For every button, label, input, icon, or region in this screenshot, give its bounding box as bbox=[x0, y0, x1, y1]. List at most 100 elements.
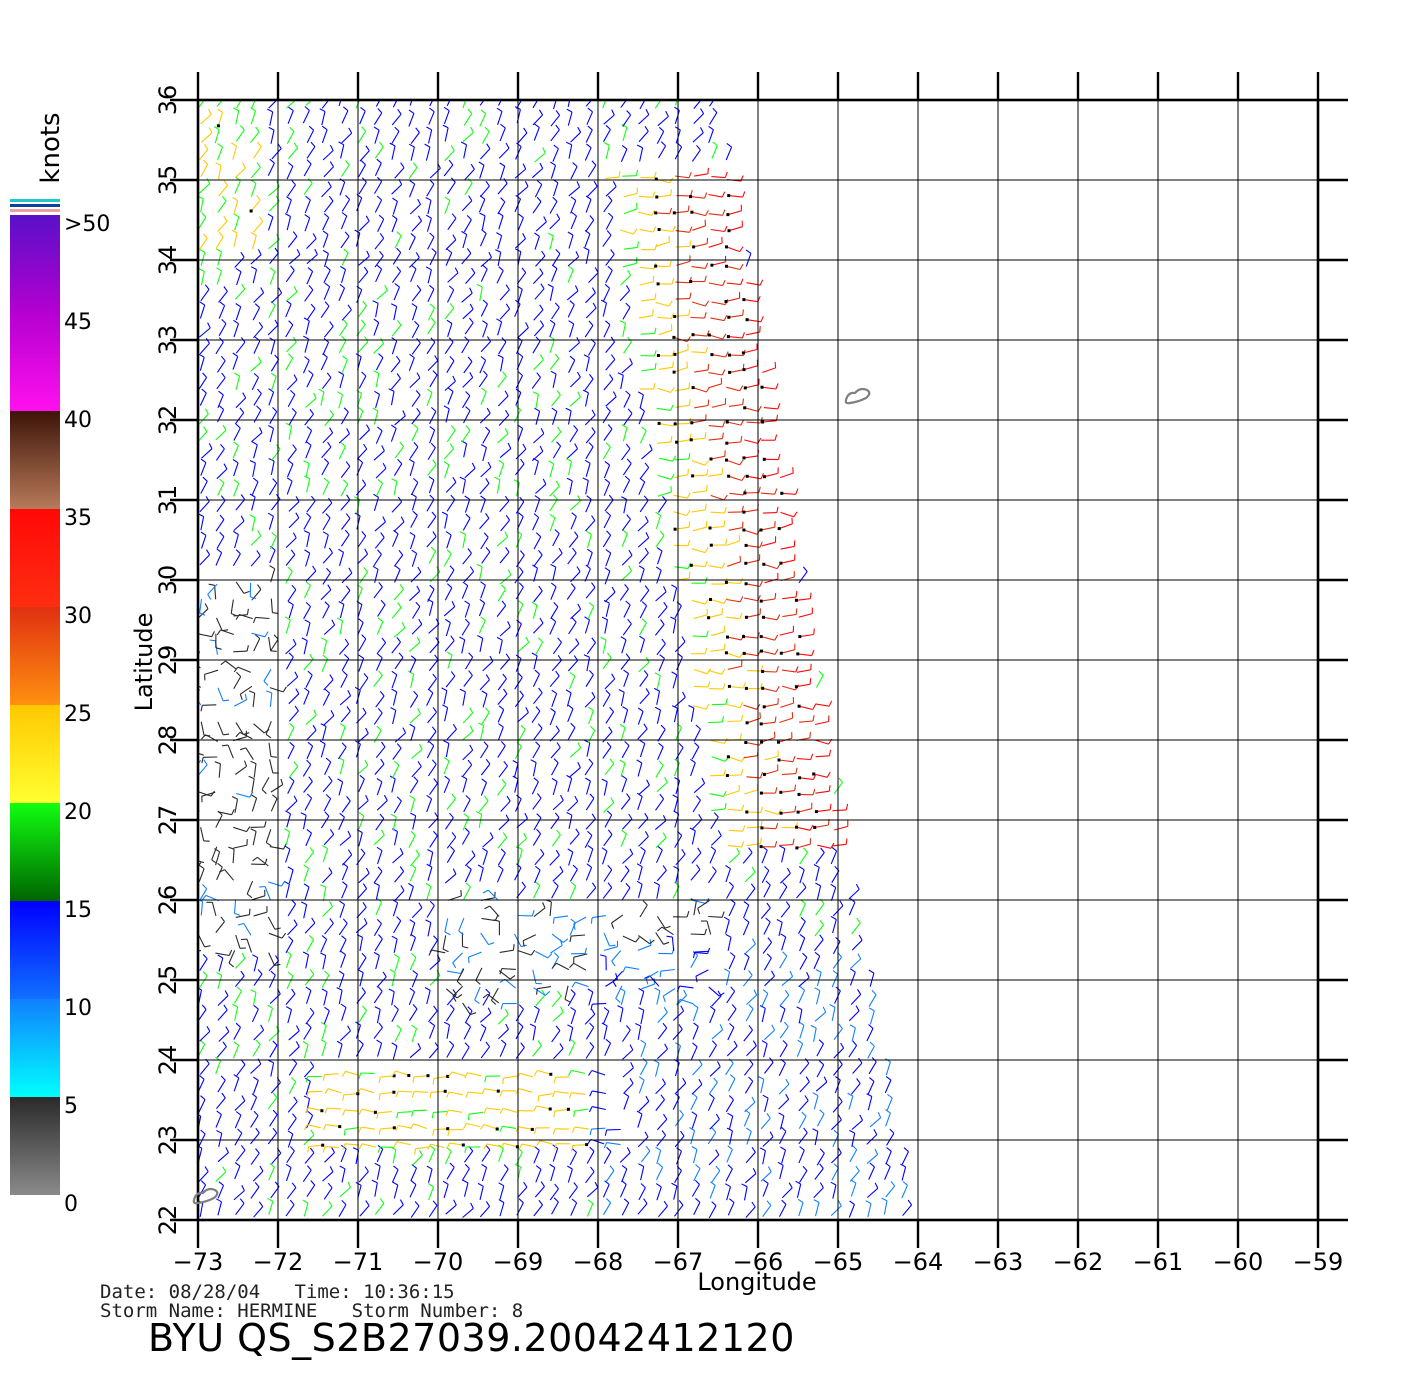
wind-barb-flag bbox=[785, 901, 791, 907]
wind-barb-flag bbox=[377, 426, 383, 432]
wind-barb-flag bbox=[314, 248, 318, 255]
rain-flag bbox=[338, 1125, 342, 1129]
wind-barb bbox=[570, 215, 578, 230]
wind-barb bbox=[341, 252, 349, 266]
wind-barb bbox=[268, 304, 276, 318]
wind-barb-flag bbox=[491, 999, 497, 1005]
wind-barb bbox=[409, 780, 419, 794]
wind-barb bbox=[447, 181, 456, 195]
wind-barb bbox=[269, 846, 284, 850]
wind-barb-flag bbox=[705, 703, 710, 710]
wind-barb bbox=[268, 391, 275, 406]
wind-barb bbox=[393, 627, 406, 638]
wind-barb-flag bbox=[412, 1076, 415, 1083]
x-tick-label: −59 bbox=[1293, 1248, 1344, 1276]
wind-barb-flag bbox=[374, 1162, 381, 1167]
wind-barb-flag bbox=[644, 812, 649, 819]
wind-barb-flag bbox=[686, 911, 690, 918]
wind-barb bbox=[867, 1081, 875, 1095]
wind-barb-flag bbox=[751, 1096, 756, 1103]
wind-barb-flag bbox=[446, 549, 452, 555]
wind-barb bbox=[479, 148, 491, 160]
wind-barb bbox=[426, 218, 432, 232]
wind-barb bbox=[605, 396, 617, 407]
wind-barb bbox=[451, 1071, 466, 1077]
wind-barb-flag bbox=[605, 1038, 611, 1044]
wind-barb-flag bbox=[409, 531, 416, 537]
wind-barb bbox=[778, 759, 793, 763]
wind-barb bbox=[638, 1100, 650, 1112]
wind-barb bbox=[517, 132, 528, 144]
wind-barb bbox=[253, 1029, 264, 1041]
wind-barb-flag bbox=[485, 90, 489, 95]
wind-barb bbox=[479, 867, 484, 882]
wind-barb bbox=[250, 199, 261, 212]
wind-barb bbox=[356, 289, 363, 303]
wind-barb-flag bbox=[572, 864, 578, 870]
wind-barb-flag bbox=[570, 722, 576, 728]
wind-barb-flag bbox=[264, 821, 267, 828]
wind-barb-flag bbox=[380, 338, 385, 344]
wind-barb-flag bbox=[570, 1006, 576, 1012]
wind-barb-flag bbox=[395, 355, 401, 362]
wind-barb-flag bbox=[388, 988, 395, 993]
wind-barb bbox=[357, 553, 368, 565]
wind-barb-flag bbox=[502, 673, 507, 680]
wind-barb bbox=[270, 1062, 275, 1077]
wind-barb bbox=[549, 463, 555, 478]
wind-barb bbox=[412, 606, 421, 619]
wind-barb bbox=[253, 911, 268, 917]
wind-barb-flag bbox=[328, 775, 333, 782]
wind-barb-flag bbox=[605, 124, 611, 130]
wind-barb-flag bbox=[461, 775, 467, 780]
wind-barb bbox=[539, 1140, 554, 1145]
wind-barb bbox=[780, 545, 795, 550]
wind-barb-flag bbox=[361, 634, 367, 640]
rain-flag bbox=[744, 686, 748, 690]
wind-barb-flag bbox=[733, 1040, 738, 1047]
wind-barb bbox=[601, 850, 608, 865]
wind-barb-flag bbox=[567, 704, 574, 710]
wind-barb bbox=[663, 988, 676, 997]
wind-barb bbox=[623, 341, 632, 354]
wind-barb bbox=[726, 386, 740, 392]
wind-barb bbox=[215, 341, 224, 355]
wind-barb bbox=[585, 1027, 595, 1040]
wind-barb-flag bbox=[253, 1076, 259, 1081]
wind-barb bbox=[586, 742, 591, 757]
wind-barb-flag bbox=[204, 408, 209, 415]
wind-barb bbox=[340, 483, 349, 497]
wind-barb-flag bbox=[324, 970, 330, 976]
wind-barb-flag bbox=[290, 549, 296, 555]
wind-barb bbox=[250, 1115, 259, 1128]
rain-flag bbox=[777, 740, 780, 744]
wind-barb-flag bbox=[442, 704, 448, 709]
wind-barb-flag bbox=[410, 655, 417, 661]
wind-barb bbox=[728, 314, 743, 318]
wind-barb-flag bbox=[739, 596, 744, 603]
wind-barb bbox=[322, 432, 333, 444]
wind-barb bbox=[253, 957, 259, 972]
wind-barb-flag bbox=[627, 618, 632, 625]
wind-barb bbox=[796, 843, 811, 849]
wind-barb-flag bbox=[204, 945, 211, 948]
wind-barb-flag bbox=[698, 814, 703, 820]
wind-barb-flag bbox=[551, 1091, 556, 1098]
wind-barb bbox=[483, 1123, 498, 1130]
wind-barb-flag bbox=[660, 141, 666, 147]
wind-barb bbox=[586, 657, 591, 672]
wind-barb-flag bbox=[269, 158, 275, 164]
wind-barb-flag bbox=[611, 586, 616, 593]
wind-barb-flag bbox=[396, 1112, 399, 1119]
wind-barb bbox=[567, 410, 572, 425]
wind-barb-flag bbox=[204, 284, 210, 290]
wind-barb-flag bbox=[549, 513, 556, 519]
wind-barb-flag bbox=[838, 777, 843, 783]
wind-barb bbox=[303, 1027, 312, 1040]
wind-barb bbox=[708, 473, 723, 477]
wind-barb bbox=[637, 537, 650, 548]
wind-barb-flag bbox=[781, 1126, 787, 1132]
wind-barb-flag bbox=[390, 424, 397, 429]
wind-barb-flag bbox=[762, 989, 769, 994]
wind-barb bbox=[711, 1170, 721, 1183]
